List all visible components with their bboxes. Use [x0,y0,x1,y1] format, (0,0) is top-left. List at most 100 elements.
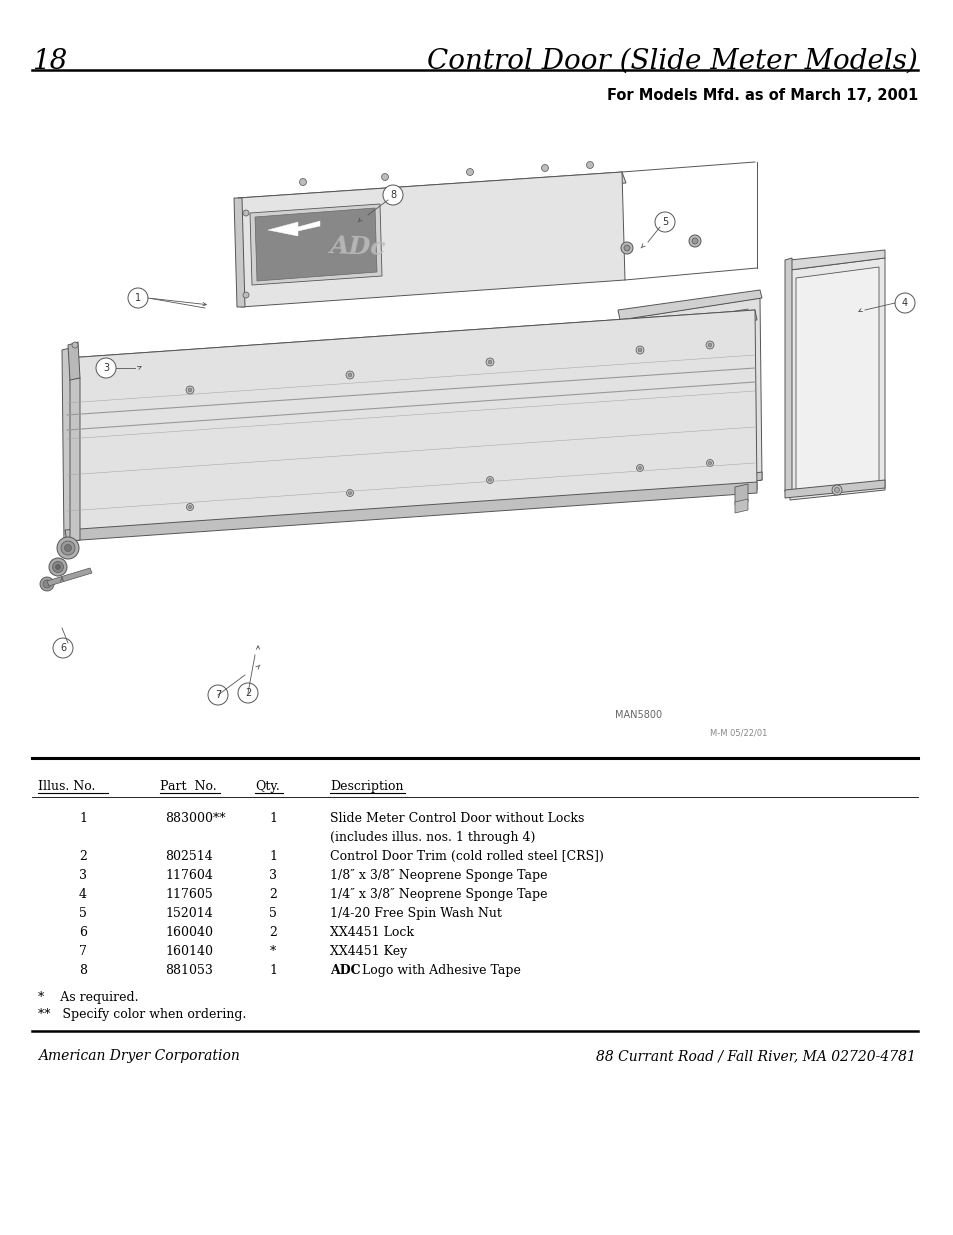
Polygon shape [789,258,884,500]
Text: 117604: 117604 [165,869,213,882]
Circle shape [620,242,633,254]
Polygon shape [70,378,80,542]
Text: XX4451 Key: XX4451 Key [330,945,407,958]
Text: MAN5800: MAN5800 [615,710,661,720]
Polygon shape [268,221,319,236]
Circle shape [299,179,306,185]
Circle shape [485,358,494,366]
Text: M-M 05/22/01: M-M 05/22/01 [709,727,766,737]
Text: For Models Mfd. as of March 17, 2001: For Models Mfd. as of March 17, 2001 [606,88,917,103]
Circle shape [53,638,73,658]
Circle shape [679,452,684,457]
Polygon shape [734,484,747,505]
Polygon shape [67,310,757,368]
Text: 2: 2 [245,688,251,698]
Circle shape [676,352,687,363]
Circle shape [638,348,641,352]
Circle shape [636,464,643,472]
Circle shape [706,459,713,467]
Circle shape [466,168,473,175]
Text: 2: 2 [269,926,276,939]
Text: Control Door Trim (cold rolled steel [CRS]): Control Door Trim (cold rolled steel [CR… [330,850,603,863]
Text: 5: 5 [269,906,276,920]
Text: 1: 1 [269,811,276,825]
Polygon shape [789,249,884,270]
Circle shape [40,577,54,592]
Text: 1/4″ x 3/8″ Neoprene Sponge Tape: 1/4″ x 3/8″ Neoprene Sponge Tape [330,888,547,902]
Circle shape [186,504,193,510]
Text: 2: 2 [269,888,276,902]
Text: 117605: 117605 [165,888,213,902]
Text: XX4451 Lock: XX4451 Lock [330,926,414,939]
Text: 1: 1 [134,293,141,303]
Polygon shape [47,568,91,585]
Circle shape [346,489,354,496]
Text: 1/4-20 Free Spin Wash Nut: 1/4-20 Free Spin Wash Nut [330,906,501,920]
Circle shape [49,558,67,576]
Circle shape [186,387,193,394]
Circle shape [705,341,713,350]
Circle shape [688,235,700,247]
Circle shape [638,467,640,469]
Text: Description: Description [330,781,403,793]
Text: 2: 2 [79,850,87,863]
Polygon shape [618,472,761,500]
Polygon shape [67,310,757,538]
Text: *    As required.: * As required. [38,990,138,1004]
Circle shape [188,388,192,391]
Circle shape [488,361,492,364]
Text: American Dryer Corporation: American Dryer Corporation [38,1049,239,1063]
Circle shape [65,545,71,552]
Text: **   Specify color when ordering.: ** Specify color when ordering. [38,1008,246,1021]
Text: 3: 3 [269,869,276,882]
Text: 5: 5 [661,217,667,227]
Text: (includes illus. nos. 1 through 4): (includes illus. nos. 1 through 4) [330,831,535,844]
Circle shape [208,685,228,705]
Text: 8: 8 [390,190,395,200]
Polygon shape [237,172,625,209]
Text: 7: 7 [79,945,87,958]
Text: 6: 6 [79,926,87,939]
Text: 1: 1 [269,965,276,977]
Circle shape [623,245,629,251]
Circle shape [488,478,491,482]
Text: Control Door (Slide Meter Models): Control Door (Slide Meter Models) [427,48,917,75]
Circle shape [61,541,75,555]
Circle shape [636,346,643,354]
Text: ADC: ADC [330,965,360,977]
Text: 1: 1 [269,850,276,863]
Circle shape [676,450,687,461]
Circle shape [237,683,257,703]
Circle shape [243,291,249,298]
Text: 5: 5 [79,906,87,920]
Text: 3: 3 [79,869,87,882]
Text: 8: 8 [79,965,87,977]
Text: *: * [270,945,275,958]
Polygon shape [65,482,757,541]
Text: 88 Currant Road / Fall River, MA 02720-4781: 88 Currant Road / Fall River, MA 02720-4… [596,1049,915,1063]
Polygon shape [68,342,80,382]
Circle shape [96,358,116,378]
Circle shape [43,580,51,588]
Circle shape [52,562,64,573]
Polygon shape [62,348,71,545]
Circle shape [655,212,675,232]
Circle shape [348,373,352,377]
Text: 7: 7 [214,690,221,700]
Text: 6: 6 [60,643,66,653]
Text: 881053: 881053 [165,965,213,977]
Text: 1: 1 [79,811,87,825]
Circle shape [381,173,388,180]
Circle shape [834,488,839,493]
Text: Qty.: Qty. [254,781,279,793]
Circle shape [57,537,79,559]
Circle shape [55,564,60,569]
Polygon shape [784,480,884,498]
Text: 802514: 802514 [165,850,213,863]
Text: 160040: 160040 [165,926,213,939]
Polygon shape [631,309,747,448]
Text: 18: 18 [32,48,67,75]
Text: 160140: 160140 [165,945,213,958]
Circle shape [348,492,351,494]
Polygon shape [618,298,761,500]
